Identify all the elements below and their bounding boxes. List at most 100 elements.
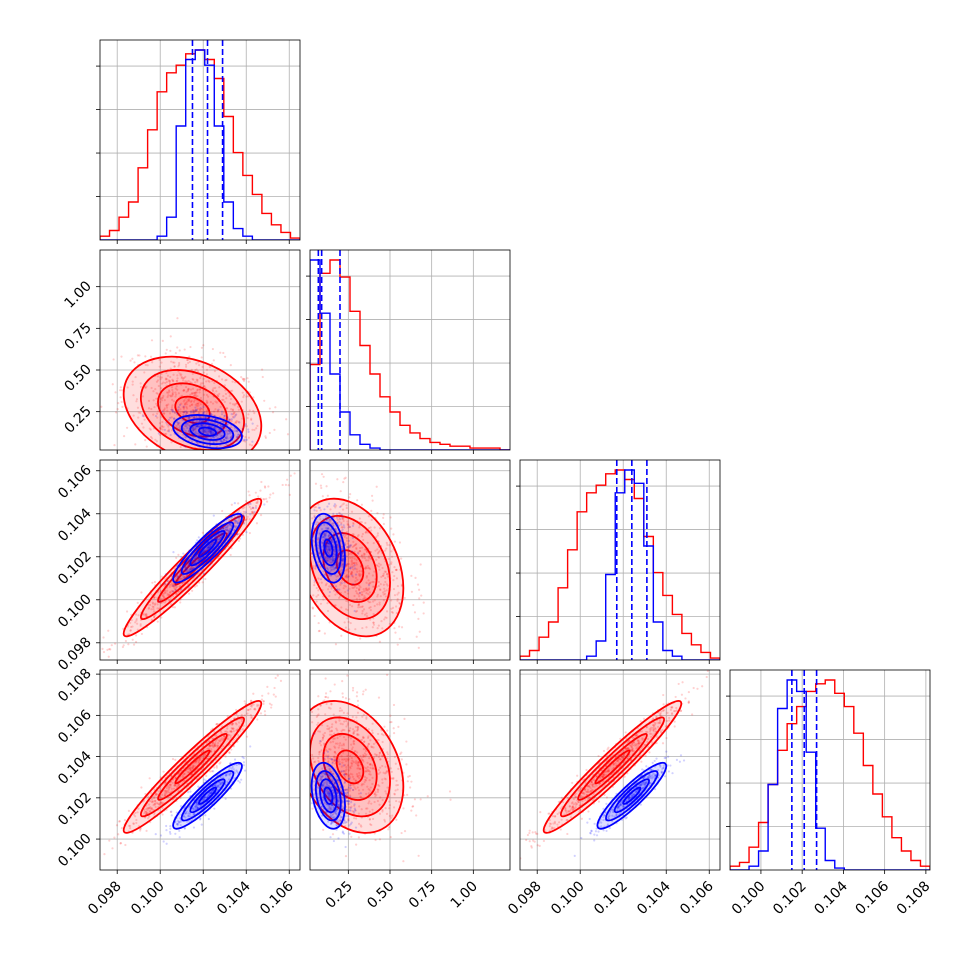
scatter-point bbox=[351, 562, 354, 565]
scatter-point bbox=[182, 407, 186, 410]
scatter-point bbox=[383, 618, 386, 621]
scatter-point bbox=[200, 419, 203, 422]
scatter-point bbox=[202, 431, 205, 434]
scatter-point bbox=[182, 389, 185, 392]
scatter-point bbox=[171, 584, 175, 587]
scatter-point bbox=[176, 823, 179, 826]
scatter-point bbox=[120, 389, 124, 392]
scatter-point bbox=[219, 738, 222, 741]
scatter-point bbox=[194, 391, 197, 394]
scatter-point bbox=[358, 517, 361, 520]
scatter-point bbox=[213, 807, 216, 810]
scatter-point bbox=[324, 556, 327, 559]
scatter-point bbox=[326, 542, 330, 545]
scatter-point bbox=[192, 566, 195, 570]
scatter-point bbox=[341, 547, 344, 550]
scatter-point bbox=[219, 537, 222, 540]
scatter-point bbox=[327, 502, 331, 505]
scatter-point bbox=[242, 761, 246, 764]
scatter-point bbox=[337, 549, 340, 552]
scatter-point bbox=[197, 559, 201, 562]
scatter-point bbox=[209, 792, 212, 795]
scatter-point bbox=[240, 720, 243, 723]
scatter-point bbox=[143, 613, 146, 616]
scatter-point bbox=[326, 544, 329, 548]
scatter-point bbox=[114, 642, 117, 645]
scatter-point bbox=[398, 637, 401, 640]
scatter-point bbox=[334, 604, 337, 607]
scatter-point bbox=[248, 409, 251, 412]
scatter-point bbox=[334, 506, 337, 509]
scatter-point bbox=[237, 539, 241, 543]
scatter-point bbox=[249, 513, 252, 516]
scatter-point bbox=[185, 400, 188, 404]
scatter-point bbox=[113, 444, 116, 447]
scatter-point bbox=[190, 403, 193, 407]
scatter-point bbox=[215, 537, 218, 540]
scatter-point bbox=[332, 559, 335, 562]
scatter-point bbox=[147, 803, 151, 806]
scatter-point bbox=[165, 348, 168, 351]
scatter-point bbox=[215, 390, 218, 393]
scatter-point bbox=[180, 588, 183, 591]
scatter-point bbox=[319, 566, 322, 569]
scatter-point bbox=[176, 377, 179, 380]
scatter-point bbox=[209, 437, 212, 440]
scatter-point bbox=[182, 405, 185, 408]
scatter-point bbox=[226, 407, 229, 410]
scatter-point bbox=[340, 582, 343, 585]
scatter-point bbox=[166, 423, 169, 426]
scatter-point bbox=[349, 621, 352, 625]
scatter-point bbox=[126, 625, 129, 628]
scatter-point bbox=[191, 567, 194, 571]
scatter-point bbox=[219, 783, 222, 786]
scatter-point bbox=[257, 704, 261, 707]
scatter-point bbox=[185, 410, 188, 413]
scatter-point bbox=[139, 623, 142, 626]
scatter-point bbox=[364, 589, 367, 592]
scatter-point bbox=[140, 786, 143, 789]
scatter-point bbox=[328, 547, 331, 551]
scatter-point bbox=[197, 785, 200, 788]
density-contour bbox=[319, 530, 338, 567]
scatter-point bbox=[245, 425, 248, 428]
scatter-point bbox=[166, 589, 169, 592]
scatter-point bbox=[273, 686, 276, 690]
scatter-point bbox=[243, 438, 246, 441]
scatter-point bbox=[112, 358, 115, 361]
scatter-point bbox=[380, 754, 384, 757]
scatter-point bbox=[150, 593, 153, 596]
scatter-point bbox=[340, 634, 343, 637]
scatter-point bbox=[137, 411, 140, 414]
scatter-point bbox=[331, 560, 334, 563]
scatter-point bbox=[385, 541, 388, 544]
scatter-point bbox=[227, 530, 231, 533]
scatter-point bbox=[341, 516, 344, 519]
scatter-point bbox=[224, 755, 227, 758]
scatter-point bbox=[165, 791, 168, 794]
scatter-point bbox=[194, 403, 197, 406]
scatter-point bbox=[134, 634, 138, 637]
scatter-point bbox=[260, 480, 263, 484]
scatter-point bbox=[149, 810, 152, 813]
scatter-point bbox=[378, 603, 381, 606]
scatter-point bbox=[417, 617, 420, 620]
scatter-point bbox=[161, 339, 164, 342]
scatter-point bbox=[403, 596, 406, 600]
scatter-point bbox=[202, 405, 205, 409]
scatter-point bbox=[166, 395, 169, 399]
scatter-point bbox=[167, 403, 170, 406]
scatter-point bbox=[249, 713, 252, 717]
scatter-point bbox=[224, 528, 227, 531]
scatter-point bbox=[194, 560, 197, 564]
scatter-point bbox=[155, 412, 159, 415]
scatter-point bbox=[185, 422, 188, 425]
scatter-point bbox=[119, 396, 122, 399]
scatter-point bbox=[322, 517, 325, 521]
scatter-point bbox=[195, 801, 199, 805]
scatter-point bbox=[340, 606, 343, 609]
scatter-point bbox=[153, 813, 156, 816]
scatter-point bbox=[323, 532, 326, 535]
scatter-point bbox=[205, 380, 208, 383]
scatter-point bbox=[191, 427, 194, 430]
